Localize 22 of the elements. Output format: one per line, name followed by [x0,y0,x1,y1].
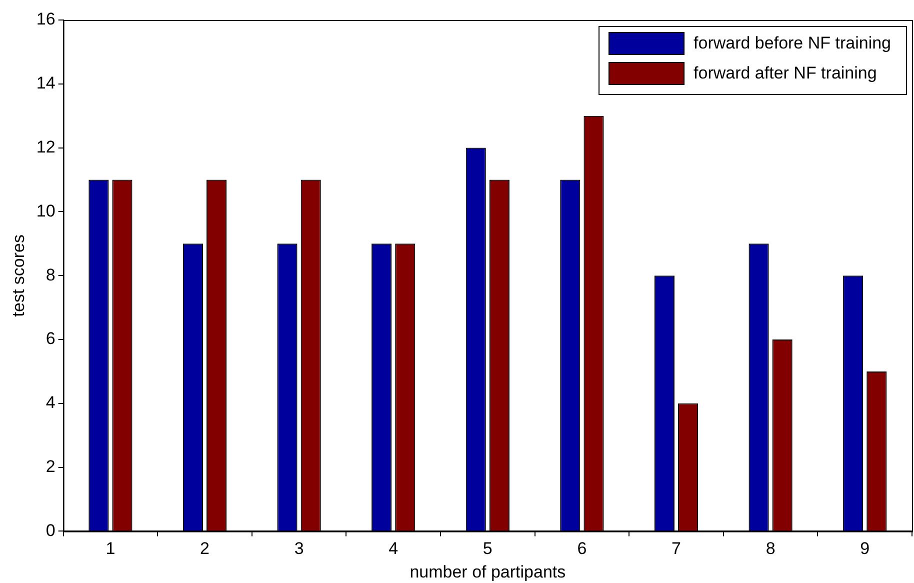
x-tick-label: 7 [672,539,681,558]
y-tick-label: 6 [46,329,56,348]
x-tick-label: 4 [388,539,398,558]
x-tick-label: 3 [294,539,304,558]
x-tick-label: 5 [482,539,492,558]
x-tick-label: 1 [106,539,116,558]
legend-label: forward after NF training [694,64,877,83]
x-axis-title: number of partipants [410,562,566,582]
y-tick-label: 4 [46,393,56,412]
x-tick-label: 6 [577,539,587,558]
x-tick-label: 2 [200,539,210,558]
y-tick-label: 10 [36,201,56,220]
x-tick-label: 9 [860,539,870,558]
y-tick-label: 12 [36,137,56,156]
y-tick-label: 8 [46,265,56,284]
y-tick-label: 2 [46,456,56,476]
y-tick-label: 16 [36,10,56,29]
y-tick-label: 14 [36,74,56,93]
legend-label: forward before NF training [694,34,892,53]
x-tick-label: 8 [766,539,776,558]
y-tick-label: 0 [46,520,56,540]
y-axis-title: test scores [8,234,28,317]
